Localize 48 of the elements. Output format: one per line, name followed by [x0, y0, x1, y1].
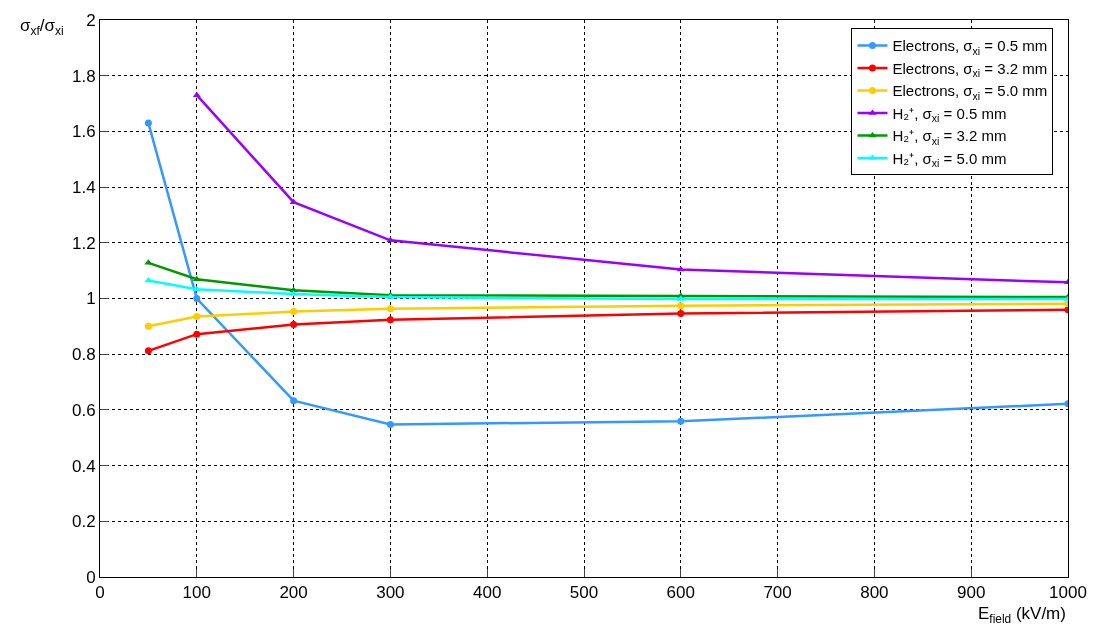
x-tick-label: 700 — [763, 583, 792, 603]
x-tick-label: 600 — [666, 583, 695, 603]
point — [144, 276, 153, 283]
point — [290, 320, 298, 328]
x-tick-label: 400 — [473, 583, 502, 603]
y-tick-label: 1 — [86, 289, 96, 309]
point — [290, 397, 298, 405]
point — [677, 310, 685, 318]
point — [193, 295, 201, 302]
point — [677, 302, 685, 310]
point — [290, 308, 298, 316]
x-tick-label: 500 — [569, 583, 599, 603]
y-tick-label: 1.6 — [71, 122, 96, 142]
point — [192, 275, 201, 282]
x-tick-label: 1000 — [1049, 583, 1087, 603]
legend-label: H₂⁺, σ$_{xi}$ = 5.0 mm — [892, 149, 1007, 170]
y-tick-label: 0 — [86, 567, 96, 587]
point — [193, 330, 201, 338]
point — [677, 417, 685, 425]
legend-label: Electrons, σ$_{xi}$ = 3.2 mm — [892, 59, 1048, 80]
point — [144, 119, 152, 127]
y-tick-label: 1.2 — [71, 233, 96, 253]
y-tick-label: 1.4 — [71, 178, 96, 198]
y-tick-label: 0.4 — [71, 456, 96, 476]
point — [386, 236, 395, 243]
point — [192, 285, 201, 292]
y-tick-label: 2 — [86, 10, 96, 30]
x-tick-label: 900 — [957, 583, 986, 603]
x-axis-title: E$_{field}$ (kV/m) — [978, 604, 1066, 626]
y-tick-label: 0.2 — [71, 512, 96, 532]
legend-label: Electrons, σ$_{xi}$ = 0.5 mm — [892, 37, 1048, 57]
legend-label: H₂⁺, σ$_{xi}$ = 0.5 mm — [892, 104, 1007, 125]
x-tick-label: 200 — [279, 583, 308, 603]
y-tick-label: 1.8 — [71, 66, 96, 86]
point — [386, 305, 394, 313]
x-tick-label: 800 — [860, 583, 889, 603]
x-tick-label: 300 — [376, 583, 405, 603]
point — [144, 347, 152, 355]
y-axis-title: σ$_{xf}$/σ$_{xi}$ — [20, 16, 64, 38]
point — [386, 316, 394, 324]
point — [144, 322, 152, 330]
y-tick-label: 0.8 — [71, 345, 96, 365]
legend-label: Electrons, σ$_{xi}$ = 5.0 mm — [892, 82, 1048, 102]
x-tick-label: 100 — [182, 583, 211, 603]
legend-label: H₂⁺, σ$_{xi}$ = 3.2 mm — [892, 127, 1007, 147]
point — [193, 313, 201, 321]
point — [386, 420, 394, 428]
y-tick-label: 0.6 — [71, 400, 96, 420]
